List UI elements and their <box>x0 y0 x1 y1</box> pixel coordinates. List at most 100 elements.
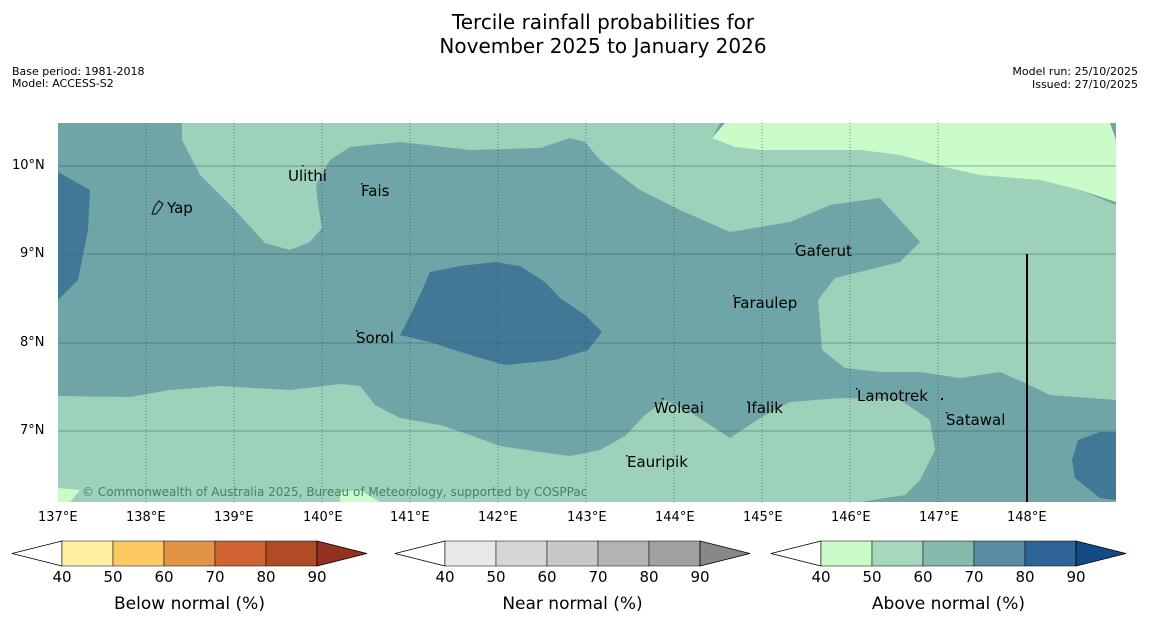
place-label-yap: Yap <box>166 199 193 217</box>
colorbar-legend <box>11 540 1127 567</box>
fais-dot <box>361 183 363 185</box>
map-title-line2: November 2025 to January 2026 <box>439 34 767 58</box>
lon-tick-148: 148°E <box>1007 510 1047 525</box>
colorbar-segment <box>871 540 924 567</box>
yap-island-outline <box>151 200 164 215</box>
colorbar-tick-label: 50 <box>486 568 506 586</box>
satawal-dot <box>946 412 948 414</box>
ifalik-dot <box>747 401 749 403</box>
north-mid-region <box>182 123 1116 400</box>
parallel-grid <box>58 165 1116 432</box>
colorbar-underflow-triangle <box>394 540 446 567</box>
colorbar-tick-label: 70 <box>588 568 608 586</box>
colorbar-segment <box>214 540 267 567</box>
base-period-text: Base period: 1981-2018 <box>12 65 145 78</box>
lon-tick-144: 144°E <box>655 510 695 525</box>
place-label-woleai: Woleai <box>654 399 704 417</box>
colorbar-tick-label: 40 <box>52 568 72 586</box>
lon-tick-137: 137°E <box>38 510 78 525</box>
issued-text: Issued: 27/10/2025 <box>1031 78 1138 91</box>
colorbar-below-normal <box>11 540 368 567</box>
colorbar-label-near: Near normal (%) <box>502 594 643 614</box>
colorbar-underflow-triangle <box>11 540 63 567</box>
place-label-satawal: Satawal <box>946 411 1005 429</box>
colorbar-segment <box>265 540 318 567</box>
colorbar-overflow-triangle <box>316 540 368 567</box>
colorbar-tick-label: 70 <box>964 568 984 586</box>
model-text: Model: ACCESS-S2 <box>12 77 114 90</box>
lon-tick-146: 146°E <box>831 510 871 525</box>
ulithi-dot <box>302 165 304 167</box>
model-run-text: Model run: 25/10/2025 <box>1012 65 1138 78</box>
south-mid-region <box>58 384 935 502</box>
lon-tick-143: 143°E <box>567 510 607 525</box>
colorbar-segment <box>163 540 216 567</box>
sorol-dot <box>356 330 358 332</box>
colorbar-tick-label: 90 <box>690 568 710 586</box>
place-label-eauripik: Eauripik <box>627 453 688 471</box>
lon-tick-145: 145°E <box>743 510 783 525</box>
central-dark-region <box>400 262 602 365</box>
colorbar-tick-label: 80 <box>256 568 276 586</box>
colorbar-tick-label: 60 <box>913 568 933 586</box>
map-title-line1: Tercile rainfall probabilities for <box>451 10 755 34</box>
colorbar-tick-label: 60 <box>537 568 557 586</box>
colorbar-tick-label: 70 <box>205 568 225 586</box>
west-dark-region <box>58 172 90 300</box>
colorbar-segment <box>973 540 1026 567</box>
colorbar-segment <box>820 540 873 567</box>
colorbar-label-above: Above normal (%) <box>871 594 1026 614</box>
gaferut-dot <box>795 243 797 245</box>
colorbar-segment <box>61 540 114 567</box>
north-light-region <box>712 123 1116 202</box>
place-label-sorol: Sorol <box>356 329 394 347</box>
place-label-faraulep: Faraulep <box>733 294 797 312</box>
small-islet-dot <box>941 398 943 400</box>
colorbar-underflow-triangle <box>770 540 822 567</box>
copyright-notice: © Commonwealth of Australia 2025, Bureau… <box>82 485 587 499</box>
lat-tick-8n: 8°N <box>20 335 45 350</box>
colorbar-segment <box>1024 540 1077 567</box>
colorbar-tick-label: 90 <box>1066 568 1086 586</box>
lon-tick-147: 147°E <box>919 510 959 525</box>
place-label-fais: Fais <box>361 182 390 200</box>
colorbar-segment <box>495 540 548 567</box>
colorbar-overflow-triangle <box>1075 540 1127 567</box>
eauripik-dot <box>626 455 628 457</box>
meridian-grid <box>145 123 939 502</box>
lon-tick-140: 140°E <box>303 510 343 525</box>
colorbar-tick-label: 80 <box>639 568 659 586</box>
lat-tick-10n: 10°N <box>12 158 45 173</box>
lon-tick-139: 139°E <box>214 510 254 525</box>
lon-tick-142: 142°E <box>478 510 518 525</box>
woleai-dot <box>662 398 664 400</box>
colorbar-tick-label: 60 <box>154 568 174 586</box>
colorbar-segment <box>922 540 975 567</box>
colorbar-segment <box>546 540 599 567</box>
lat-tick-7n: 7°N <box>20 423 45 438</box>
colorbar-near-normal <box>394 540 751 567</box>
colorbar-label-below: Below normal (%) <box>114 594 265 614</box>
place-label-ulithi: Ulithi <box>288 167 327 185</box>
lon-tick-141: 141°E <box>390 510 430 525</box>
colorbar-segment <box>112 540 165 567</box>
colorbar-tick-label: 50 <box>103 568 123 586</box>
southeast-dark-region <box>1072 432 1116 500</box>
colorbar-segment <box>444 540 497 567</box>
faraulep-dot <box>733 295 735 297</box>
lon-tick-138: 138°E <box>126 510 166 525</box>
colorbar-tick-label: 40 <box>811 568 831 586</box>
lat-tick-9n: 9°N <box>20 246 45 261</box>
place-label-gaferut: Gaferut <box>795 242 852 260</box>
colorbar-tick-label: 50 <box>862 568 882 586</box>
colorbar-tick-label: 40 <box>435 568 455 586</box>
south-light-strip <box>58 488 380 502</box>
colorbar-segment <box>648 540 701 567</box>
colorbar-above-normal <box>770 540 1127 567</box>
colorbar-tick-label: 80 <box>1015 568 1035 586</box>
island-dots <box>302 165 948 457</box>
colorbar-tick-label: 90 <box>307 568 327 586</box>
place-label-lamotrek: Lamotrek <box>857 387 928 405</box>
colorbar-segment <box>597 540 650 567</box>
